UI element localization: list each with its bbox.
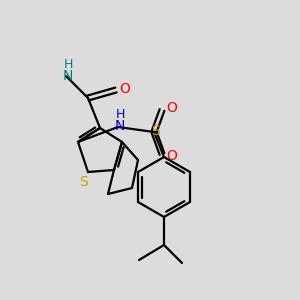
Text: S: S [80, 175, 88, 189]
Text: O: O [167, 149, 177, 163]
Text: N: N [115, 119, 125, 133]
Text: N: N [63, 69, 73, 83]
Text: S: S [151, 124, 159, 138]
Text: O: O [167, 101, 177, 115]
Text: O: O [120, 82, 130, 96]
Text: H: H [115, 109, 125, 122]
Text: H: H [63, 58, 73, 70]
